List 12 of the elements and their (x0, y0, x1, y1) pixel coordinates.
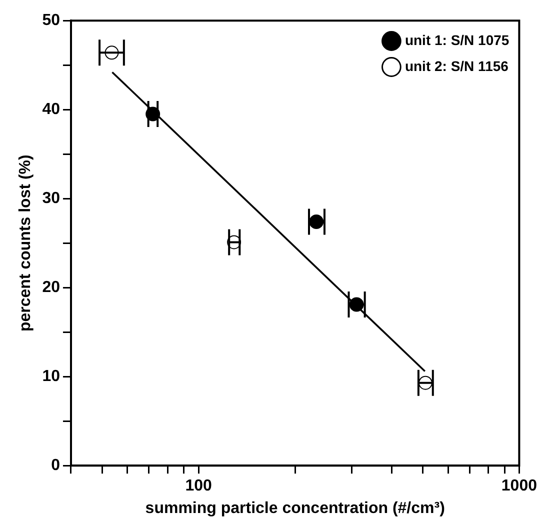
y-tick-label: 40 (42, 101, 60, 118)
x-tick-label: 100 (185, 478, 212, 495)
y-tick-label: 10 (42, 368, 60, 386)
y-axis-title: percent counts lost (%) (17, 154, 34, 332)
y-tick-label: 50 (42, 12, 60, 30)
y-tick-label: 30 (42, 190, 60, 208)
y-tick-label: 0 (51, 457, 60, 474)
x-tick-label: 1000 (501, 478, 538, 495)
y-tick-label: 20 (42, 279, 60, 296)
legend-label: unit 2: S/N 1156 (404, 58, 509, 74)
x-axis-title: summing particle concentration (#/cm³) (145, 500, 445, 517)
legend-label: unit 1: S/N 1075 (404, 32, 510, 48)
